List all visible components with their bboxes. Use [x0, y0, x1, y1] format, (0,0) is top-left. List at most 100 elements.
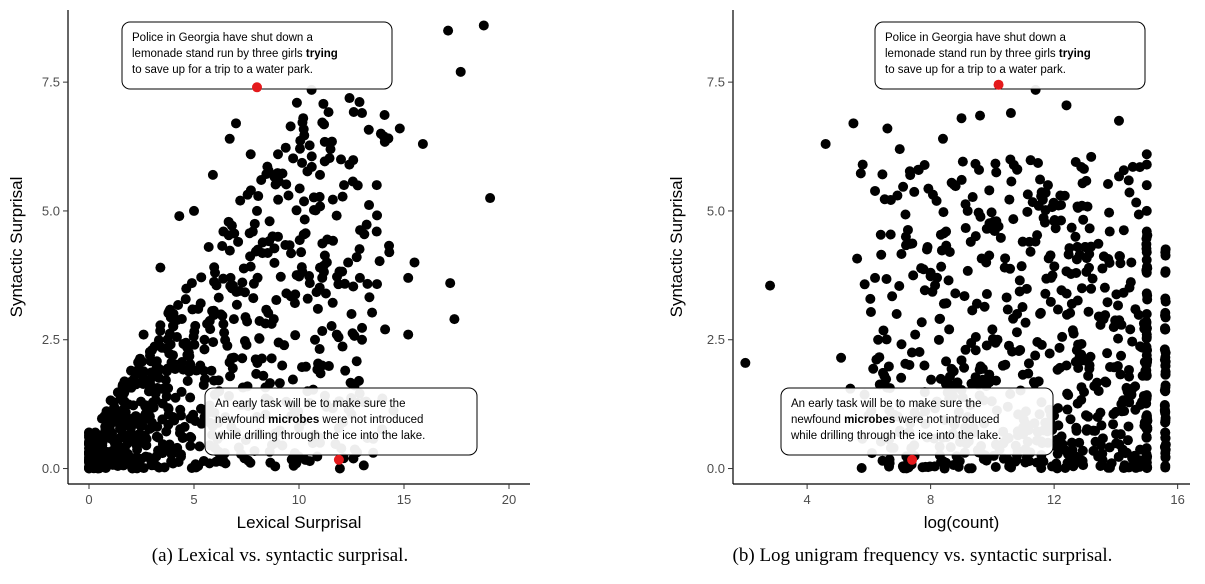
chart-b-annotation-line: Police in Georgia have shut down a: [885, 32, 1067, 44]
chart-b-point: [1110, 406, 1121, 417]
chart-a-point: [417, 138, 428, 149]
chart-b-point: [962, 265, 973, 276]
chart-a-point: [92, 455, 103, 466]
chart-a-point: [177, 356, 188, 367]
chart-b-point: [1141, 247, 1152, 258]
chart-a-point: [445, 278, 456, 289]
chart-a-point: [308, 204, 319, 215]
chart-a-point: [254, 333, 265, 344]
chart-b-point: [891, 308, 902, 319]
chart-a-point: [273, 194, 284, 205]
chart-a-point: [231, 118, 241, 129]
chart-a-point: [199, 374, 210, 385]
chart-b-annotation-text: newfound: [791, 414, 844, 426]
chart-b-annotation-box: [780, 387, 1054, 456]
chart-a-point: [138, 329, 149, 340]
chart-b-point: [879, 370, 890, 381]
chart-b-point: [1071, 422, 1082, 433]
chart-a-point: [220, 458, 231, 469]
chart-a-point: [354, 97, 365, 108]
chart-b-point: [1081, 410, 1092, 421]
chart-b-point: [1080, 242, 1091, 252]
chart-a-point: [208, 337, 219, 348]
chart-b-point: [1160, 432, 1171, 443]
chart-a-point: [348, 107, 359, 118]
chart-a-annotation-line: while drilling through the ice into the …: [214, 430, 425, 442]
chart-a-point: [269, 257, 280, 268]
chart-b-point: [881, 334, 892, 345]
chart-b-point: [1023, 358, 1034, 369]
chart-b-point: [859, 279, 870, 290]
chart-b-point: [1127, 336, 1138, 347]
chart-b-point: [1067, 325, 1078, 336]
chart-b-point: [1061, 360, 1072, 371]
chart-a-point: [288, 153, 299, 164]
chart-b-point: [1084, 363, 1095, 374]
chart-b-point: [956, 355, 967, 366]
chart-a-point: [131, 379, 142, 390]
chart-a-point: [186, 278, 197, 289]
chart-b-point: [1160, 448, 1171, 459]
chart-b-point: [1030, 350, 1041, 361]
chart-b-point: [950, 181, 961, 192]
chart-a-point: [294, 143, 305, 154]
chart-b-point: [965, 236, 976, 247]
chart-a-annotation-text: Police in Georgia have shut down a: [132, 32, 314, 44]
chart-b-point: [1141, 180, 1152, 191]
chart-a-point: [157, 448, 168, 459]
chart-b-point: [1053, 420, 1064, 431]
chart-a-point: [173, 456, 184, 467]
chart-b-y-tick-label: 7.5: [707, 75, 725, 90]
chart-b-point: [1006, 176, 1017, 187]
chart-a-point: [111, 439, 122, 450]
chart-b-point: [995, 232, 1006, 243]
chart-b-point: [1119, 406, 1130, 417]
chart-b-point: [1100, 376, 1111, 387]
chart-b-point: [879, 194, 890, 205]
chart-b-point: [1070, 231, 1081, 242]
chart-a-point: [220, 334, 231, 345]
chart-a-point: [196, 272, 207, 283]
chart-a-point: [355, 225, 366, 236]
chart-b-point: [875, 229, 886, 240]
chart-a-point: [248, 293, 259, 304]
chart-a-point: [300, 228, 311, 239]
chart-a-point: [253, 191, 264, 202]
chart-b-point: [909, 186, 920, 197]
chart-b-point: [956, 174, 967, 185]
chart-b-point: [973, 207, 984, 218]
chart-a-point: [109, 401, 120, 412]
chart-a-point: [239, 287, 250, 298]
chart-b-point: [1141, 412, 1152, 423]
chart-a-point: [239, 453, 250, 464]
chart-b-point: [1141, 308, 1152, 319]
chart-b-point: [865, 293, 876, 304]
chart-a-annotation-2: An early task will be to make sure the ne…: [204, 387, 478, 456]
chart-a-point: [294, 183, 305, 194]
chart-b-point: [1070, 156, 1081, 167]
chart-b-point: [1016, 261, 1027, 272]
chart-b-point: [1133, 209, 1144, 220]
chart-a-point: [208, 310, 219, 321]
chart-b-point: [1141, 226, 1152, 237]
chart-a-point: [180, 337, 191, 348]
chart-a-point: [130, 412, 141, 423]
chart-b-point: [1106, 458, 1117, 469]
chart-b-point: [894, 144, 905, 155]
chart-b-point: [1015, 345, 1026, 356]
chart-a-x-axis-title: Lexical Surprisal: [237, 513, 362, 532]
chart-a-point: [443, 25, 454, 36]
chart-b-point: [1076, 200, 1087, 211]
chart-a-point: [343, 257, 354, 268]
chart-a-y-tick-label: 7.5: [42, 75, 60, 90]
chart-b-point: [1087, 273, 1098, 284]
chart-a-point: [384, 247, 395, 258]
chart-b-point: [1141, 443, 1152, 454]
chart-a-point: [273, 149, 283, 160]
chart-a-point: [403, 272, 414, 283]
chart-b-point: [870, 185, 881, 196]
chart-a-point: [364, 292, 375, 303]
chart-b-point: [1141, 350, 1152, 361]
chart-b-point: [1077, 445, 1088, 456]
chart-b-point: [1066, 269, 1077, 280]
